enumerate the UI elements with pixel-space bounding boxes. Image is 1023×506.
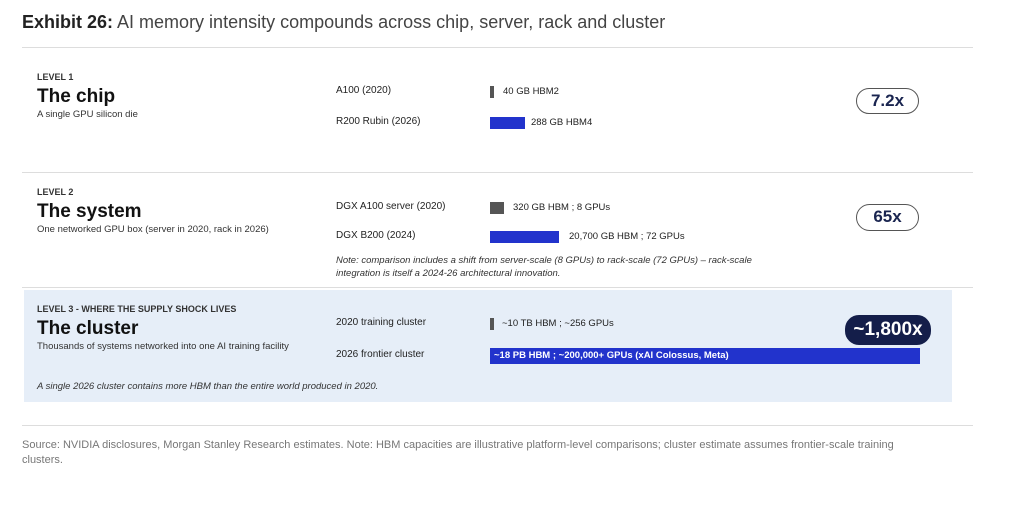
source: clusters. bbox=[22, 454, 63, 466]
divider bbox=[22, 425, 973, 426]
row-value: 320 GB HBM ; 8 GPUs bbox=[513, 202, 611, 213]
source: Source: NVIDIA disclosures, Morgan Stanl… bbox=[22, 439, 894, 451]
divider bbox=[22, 47, 973, 48]
bar bbox=[490, 318, 494, 330]
note: integration is itself a 2024-26 architec… bbox=[336, 268, 561, 279]
level-label: LEVEL 1 bbox=[37, 72, 74, 82]
level-label: LEVEL 2 bbox=[37, 187, 74, 197]
level-heading: The cluster bbox=[37, 318, 139, 339]
bar bbox=[490, 86, 494, 98]
row-name: DGX A100 server (2020) bbox=[336, 201, 446, 212]
highlight-panel bbox=[24, 290, 952, 402]
divider bbox=[22, 287, 973, 288]
row-value: 40 GB HBM2 bbox=[503, 86, 559, 97]
row-name: R200 Rubin (2026) bbox=[336, 116, 421, 127]
bar bbox=[490, 202, 504, 214]
title-row: Exhibit 26: AI memory intensity compound… bbox=[22, 13, 665, 31]
row-name: DGX B200 (2024) bbox=[336, 230, 416, 241]
title: AI memory intensity compounds across chi… bbox=[117, 12, 666, 32]
divider bbox=[22, 172, 973, 173]
row-value: ~10 TB HBM ; ~256 GPUs bbox=[502, 318, 614, 329]
level-label: LEVEL 3 - WHERE THE SUPPLY SHOCK LIVES bbox=[37, 304, 237, 314]
badge: ~1,800x bbox=[845, 315, 931, 345]
badge: 65x bbox=[856, 204, 919, 231]
level-description: A single GPU silicon die bbox=[37, 109, 138, 120]
level-description: One networked GPU box (server in 2020, r… bbox=[37, 224, 269, 235]
row-value: ~18 PB HBM ; ~200,000+ GPUs (xAI Colossu… bbox=[494, 350, 729, 361]
note: A single 2026 cluster contains more HBM … bbox=[37, 381, 379, 392]
level-heading: The chip bbox=[37, 86, 116, 107]
level-heading: The system bbox=[37, 201, 142, 222]
row-value: 20,700 GB HBM ; 72 GPUs bbox=[569, 231, 685, 242]
bar bbox=[490, 348, 920, 364]
row-name: 2020 training cluster bbox=[336, 317, 427, 328]
row-name: A100 (2020) bbox=[336, 85, 392, 96]
note: Note: comparison includes a shift from s… bbox=[336, 255, 752, 266]
exhibit-label: Exhibit 26: bbox=[22, 12, 114, 32]
bar bbox=[490, 117, 525, 129]
row-name: 2026 frontier cluster bbox=[336, 349, 425, 360]
badge: 7.2x bbox=[856, 88, 919, 114]
level-description: Thousands of systems networked into one … bbox=[37, 341, 289, 352]
row-value: 288 GB HBM4 bbox=[531, 117, 593, 128]
bar bbox=[490, 231, 559, 243]
